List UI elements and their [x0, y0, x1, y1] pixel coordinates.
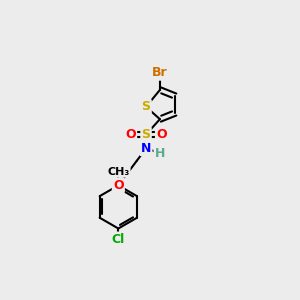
Text: S: S: [142, 128, 151, 141]
Text: O: O: [125, 128, 136, 141]
Text: Br: Br: [152, 67, 168, 80]
Text: H: H: [155, 146, 165, 160]
Text: O: O: [113, 179, 124, 192]
Text: S: S: [142, 100, 151, 113]
Text: O: O: [156, 128, 167, 141]
Text: Cl: Cl: [112, 233, 125, 246]
Text: N: N: [141, 142, 151, 155]
Text: CH₃: CH₃: [107, 167, 130, 176]
